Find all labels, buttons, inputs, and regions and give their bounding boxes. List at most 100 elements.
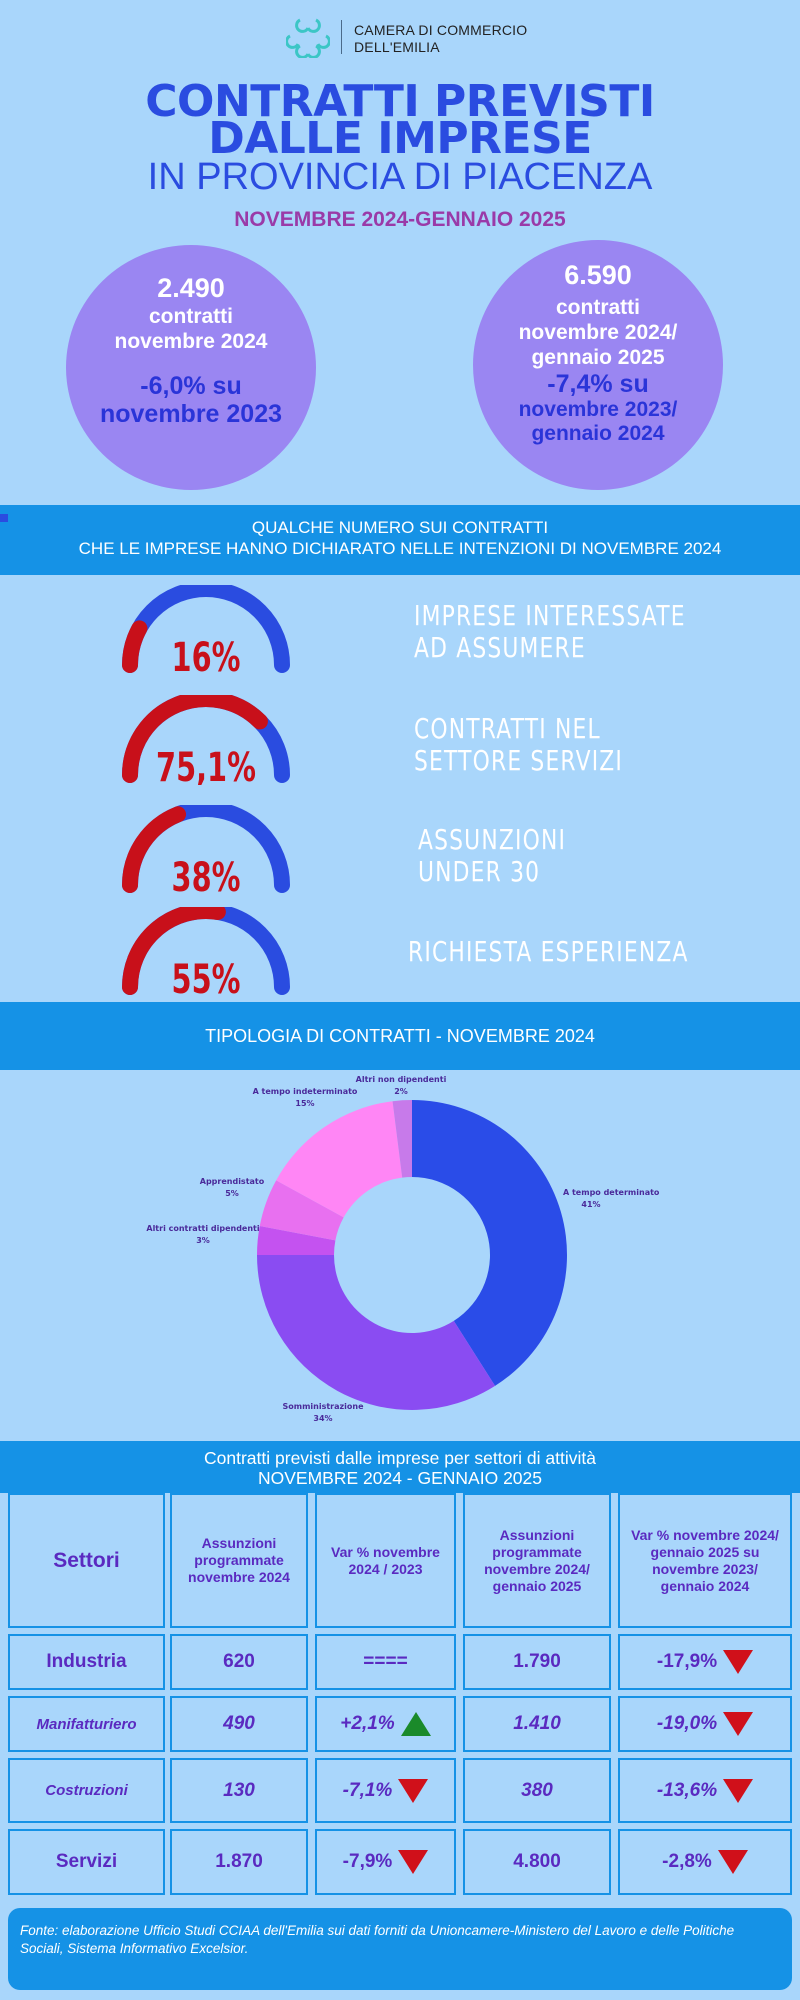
source-footer: Fonte: elaborazione Ufficio Studi CCIAA … bbox=[8, 1908, 792, 1990]
donut-pct: 3% bbox=[196, 1236, 210, 1245]
kpi-period-var1: -7,4% su bbox=[547, 370, 649, 398]
table-cell: -19,0% bbox=[618, 1696, 792, 1752]
band-accent bbox=[0, 514, 8, 522]
contract-types-chart: A tempo determinato 41% Somministrazione 34… bbox=[0, 1068, 800, 1428]
title-line1: CONTRATTI PREVISTI bbox=[145, 76, 655, 127]
trend-up-icon bbox=[400, 1712, 431, 1736]
trend-down-icon bbox=[723, 1778, 754, 1803]
cell-value: -7,1% bbox=[342, 1779, 393, 1801]
table-cell: 620 bbox=[170, 1634, 308, 1690]
gauge-label-1: IMPRESE INTERESSATE AD ASSUMERE bbox=[414, 600, 686, 664]
table-cell: -2,8% bbox=[618, 1829, 792, 1895]
table-cell: ==== bbox=[315, 1634, 456, 1690]
gauge-label-line1: ASSUNZIONI bbox=[418, 823, 567, 856]
trend-down-icon bbox=[398, 1850, 429, 1874]
kpi-circle-month: 2.490 contratti novembre 2024 -6,0% su n… bbox=[66, 245, 316, 490]
donut-slice-5 bbox=[276, 1101, 403, 1218]
kpi-month-var2: novembre 2023 bbox=[99, 400, 283, 428]
gauge-2: 75,1% bbox=[118, 691, 294, 791]
table-cell: -7,9% bbox=[315, 1829, 456, 1895]
cell-value: 1.790 bbox=[513, 1651, 561, 1672]
gauge-3: 38% bbox=[118, 801, 294, 901]
gauge-label-line1: IMPRESE INTERESSATE bbox=[414, 599, 686, 632]
period-subtitle: NOVEMBRE 2024-GENNAIO 2025 bbox=[234, 208, 566, 231]
table-row-sector: Manifatturiero bbox=[8, 1696, 165, 1752]
chamber-logo-icon bbox=[286, 18, 330, 58]
gauge-1: 16% bbox=[118, 581, 294, 681]
kpi-month-number: 2.490 bbox=[157, 273, 225, 303]
gauge-fill bbox=[122, 620, 148, 673]
cell-value: 1.410 bbox=[513, 1713, 561, 1734]
kpi-circle-period: 6.590 contratti novembre 2024/ gennaio 2… bbox=[473, 240, 723, 490]
cell-value: -13,6% bbox=[656, 1779, 718, 1801]
donut-pct: 15% bbox=[295, 1099, 314, 1108]
numbers-header-line1: QUALCHE NUMERO SUI CONTRATTI bbox=[251, 518, 549, 537]
kpi-period-text1: contratti bbox=[556, 296, 640, 319]
cell-value: +2,1% bbox=[340, 1713, 395, 1734]
table-cell: -7,1% bbox=[315, 1758, 456, 1823]
trend-down-icon bbox=[723, 1650, 754, 1674]
donut-slice-1 bbox=[412, 1100, 567, 1386]
kpi-month-var1: -6,0% su bbox=[140, 372, 242, 400]
numbers-header-line2: CHE LE IMPRESE HANNO DICHIARATO NELLE IN… bbox=[78, 539, 722, 558]
trend-down-icon bbox=[723, 1712, 754, 1736]
contract-types-header: TIPOLOGIA DI CONTRATTI - NOVEMBRE 2024 bbox=[0, 1002, 800, 1070]
cell-value: Servizi bbox=[55, 1851, 118, 1872]
donut-label: Somministrazione bbox=[282, 1402, 364, 1411]
gauge-label-2: CONTRATTI NEL SETTORE SERVIZI bbox=[414, 713, 623, 777]
cell-value: Industria bbox=[46, 1651, 127, 1672]
gauge-label-line2: UNDER 30 bbox=[418, 855, 541, 888]
table-row-sector: Costruzioni bbox=[8, 1758, 165, 1823]
org-name: CAMERA DI COMMERCIO DELL'EMILIA bbox=[354, 22, 527, 56]
donut-slice-3 bbox=[257, 1225, 336, 1255]
trend-down-icon bbox=[717, 1850, 748, 1874]
donut-label: Apprendistato bbox=[200, 1177, 265, 1186]
table-cell: 380 bbox=[463, 1758, 611, 1823]
table-cell: 1.870 bbox=[170, 1829, 308, 1895]
table-row-sector: Industria bbox=[8, 1634, 165, 1690]
kpi-period-var3: gennaio 2024 bbox=[531, 422, 665, 445]
table-cell: 490 bbox=[170, 1696, 308, 1752]
numbers-section-header: QUALCHE NUMERO SUI CONTRATTI CHE LE IMPR… bbox=[0, 505, 800, 575]
table-header-2: Assunzioni programmate novembre 2024 bbox=[170, 1493, 308, 1628]
gauge-4: 55% bbox=[118, 903, 294, 1003]
gauge-value: 55% bbox=[172, 957, 241, 997]
donut-pct: 41% bbox=[581, 1200, 600, 1209]
donut-slice-4 bbox=[259, 1180, 344, 1241]
table-cell: -13,6% bbox=[618, 1758, 792, 1823]
logo-separator bbox=[341, 20, 342, 54]
cell-value: -17,9% bbox=[656, 1651, 718, 1672]
donut-pct: 5% bbox=[225, 1189, 239, 1198]
table-row-sector: Servizi bbox=[8, 1829, 165, 1895]
gauge-label-line1: RICHIESTA ESPERIENZA bbox=[408, 935, 689, 968]
gauge-arc-2: 75,1% bbox=[122, 691, 290, 791]
kpi-period-number: 6.590 bbox=[564, 260, 632, 290]
donut-pct: 2% bbox=[394, 1087, 408, 1096]
gauge-label-line2: SETTORE SERVIZI bbox=[414, 744, 624, 777]
title-line3: IN PROVINCIA DI PIACENZA bbox=[147, 156, 653, 198]
gauge-value: 16% bbox=[172, 635, 241, 675]
gauge-arc-3: 38% bbox=[122, 801, 290, 901]
cell-value: 620 bbox=[223, 1651, 255, 1672]
cell-value: Costruzioni bbox=[45, 1782, 128, 1799]
org-name-line2: DELL'EMILIA bbox=[354, 39, 440, 55]
cell-value: 1.870 bbox=[215, 1851, 263, 1872]
table-header-1: Settori bbox=[8, 1493, 165, 1628]
table-header-3: Var % novembre 2024 / 2023 bbox=[315, 1493, 456, 1628]
cell-value: -2,8% bbox=[662, 1851, 712, 1872]
table-cell: -17,9% bbox=[618, 1634, 792, 1690]
cell-value: -7,9% bbox=[342, 1851, 393, 1872]
donut-pct: 34% bbox=[313, 1414, 332, 1423]
sectors-header-line2: NOVEMBRE 2024 - GENNAIO 2025 bbox=[258, 1468, 542, 1488]
trend-down-icon bbox=[398, 1778, 429, 1803]
gauge-fill bbox=[122, 691, 268, 783]
table-header-5: Var % novembre 2024/ gennaio 2025 su nov… bbox=[618, 1493, 792, 1628]
table-cell: 130 bbox=[170, 1758, 308, 1823]
kpi-period-text2: novembre 2024/ bbox=[518, 321, 678, 344]
gauge-value: 75,1% bbox=[156, 745, 256, 785]
cell-value: 380 bbox=[521, 1779, 553, 1801]
gauge-arc-4: 55% bbox=[122, 903, 290, 1003]
gauge-arc-1: 16% bbox=[122, 581, 290, 681]
table-cell: +2,1% bbox=[315, 1696, 456, 1752]
kpi-period-text3: gennaio 2025 bbox=[531, 346, 665, 369]
